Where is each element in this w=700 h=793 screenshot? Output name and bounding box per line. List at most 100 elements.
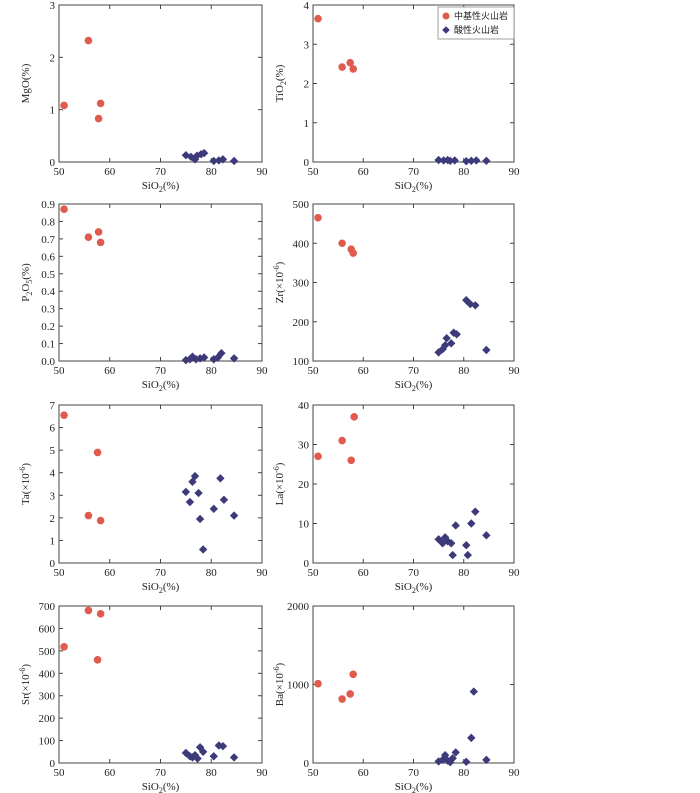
y-tick-label: 0.1 bbox=[41, 339, 55, 351]
x-tick-label: 90 bbox=[509, 567, 521, 579]
point-acidic-volcanic bbox=[448, 550, 457, 560]
y-axis-title: Ba(×10-6) bbox=[272, 662, 286, 706]
point-acidic-volcanic bbox=[472, 156, 481, 165]
point-acidic-volcanic bbox=[199, 353, 209, 362]
y-tick-label: 0.8 bbox=[41, 216, 55, 228]
point-acidic-volcanic bbox=[209, 752, 218, 761]
point-acidic-volcanic bbox=[213, 353, 223, 362]
point-acidic-volcanic bbox=[198, 545, 208, 554]
x-tick-label: 50 bbox=[308, 767, 320, 779]
point-acidic-volcanic bbox=[185, 355, 195, 364]
legend-marker-acidic bbox=[442, 26, 450, 34]
x-tick-label: 90 bbox=[257, 365, 269, 377]
x-axis-title: SiO2(%) bbox=[142, 180, 180, 194]
legend-marker-intermediate bbox=[442, 12, 450, 20]
point-acidic-volcanic bbox=[448, 754, 457, 763]
point-intermediate-volcanic bbox=[347, 456, 355, 465]
x-tick-label: 60 bbox=[358, 567, 370, 579]
y-tick-label: 100 bbox=[39, 736, 56, 748]
point-intermediate-volcanic bbox=[346, 690, 354, 698]
x-tick-label: 70 bbox=[408, 567, 420, 579]
x-tick-label: 50 bbox=[308, 166, 320, 178]
point-intermediate-volcanic bbox=[60, 205, 68, 214]
x-tick-label: 80 bbox=[458, 365, 470, 377]
x-axis-title: SiO2(%) bbox=[395, 581, 433, 595]
x-tick-label: 70 bbox=[408, 166, 420, 178]
y-tick-label: 100 bbox=[293, 356, 310, 368]
point-intermediate-volcanic bbox=[314, 14, 322, 23]
y-tick-label: 0.7 bbox=[41, 234, 55, 246]
legend-box bbox=[437, 6, 515, 40]
y-tick-label: 0 bbox=[50, 157, 56, 169]
point-acidic-volcanic bbox=[467, 156, 476, 166]
y-tick-label: 0 bbox=[304, 758, 310, 770]
point-acidic-volcanic bbox=[216, 474, 225, 483]
x-tick-label: 70 bbox=[155, 567, 167, 579]
x-tick-label: 90 bbox=[257, 567, 269, 579]
x-tick-label: 70 bbox=[408, 767, 420, 779]
y-tick-label: 0 bbox=[50, 758, 56, 770]
chart-panel-mgo: 50 60 70 80 90 0 1 2 3 SiO2(%) MgO(%) bbox=[20, 0, 268, 194]
x-tick-label: 60 bbox=[104, 567, 116, 579]
y-tick-label: 0.6 bbox=[41, 251, 55, 263]
point-intermediate-volcanic bbox=[314, 213, 322, 222]
y-tick-label: 500 bbox=[39, 646, 56, 658]
point-acidic-volcanic bbox=[451, 521, 460, 530]
point-acidic-volcanic bbox=[185, 497, 195, 507]
y-axis-title: MgO(%) bbox=[20, 63, 32, 103]
y-tick-label: 2 bbox=[50, 513, 56, 525]
point-intermediate-volcanic bbox=[94, 114, 103, 123]
x-tick-label: 80 bbox=[206, 767, 218, 779]
x-axis-title: SiO2(%) bbox=[395, 781, 433, 793]
point-acidic-volcanic bbox=[190, 471, 200, 481]
y-tick-label: 10 bbox=[298, 519, 310, 531]
y-tick-label: 0 bbox=[304, 558, 310, 570]
point-intermediate-volcanic bbox=[93, 656, 102, 664]
x-tick-label: 90 bbox=[509, 166, 521, 178]
plot-frame bbox=[312, 203, 515, 362]
point-acidic-volcanic bbox=[229, 156, 239, 166]
x-axis-title: SiO2(%) bbox=[395, 180, 433, 194]
point-acidic-volcanic bbox=[198, 747, 208, 756]
point-acidic-volcanic bbox=[229, 511, 239, 520]
point-acidic-volcanic bbox=[209, 504, 218, 514]
x-tick-label: 70 bbox=[408, 365, 420, 377]
x-tick-label: 70 bbox=[155, 767, 167, 779]
point-acidic-volcanic bbox=[434, 757, 443, 766]
x-tick-label: 50 bbox=[308, 567, 320, 579]
point-acidic-volcanic bbox=[218, 741, 228, 751]
point-acidic-volcanic bbox=[217, 348, 226, 358]
point-acidic-volcanic bbox=[482, 156, 491, 166]
point-acidic-volcanic bbox=[192, 151, 202, 160]
point-intermediate-volcanic bbox=[84, 606, 93, 615]
plot-frame bbox=[312, 605, 515, 764]
y-tick-label: 4 bbox=[50, 468, 56, 480]
point-acidic-volcanic bbox=[218, 155, 228, 164]
point-intermediate-volcanic bbox=[94, 228, 103, 236]
point-acidic-volcanic bbox=[188, 477, 197, 486]
x-tick-label: 60 bbox=[104, 767, 116, 779]
point-intermediate-volcanic bbox=[96, 99, 105, 108]
point-intermediate-volcanic bbox=[350, 413, 359, 421]
y-tick-label: 1 bbox=[304, 118, 310, 130]
x-tick-label: 90 bbox=[509, 365, 521, 377]
x-tick-label: 80 bbox=[206, 365, 218, 377]
y-tick-label: 0.9 bbox=[41, 199, 55, 211]
x-tick-label: 90 bbox=[509, 767, 521, 779]
point-acidic-volcanic bbox=[451, 748, 460, 757]
point-intermediate-volcanic bbox=[346, 58, 354, 67]
point-acidic-volcanic bbox=[482, 345, 491, 355]
y-tick-label: 3 bbox=[50, 490, 56, 502]
x-tick-label: 50 bbox=[308, 365, 320, 377]
point-acidic-volcanic bbox=[219, 495, 229, 504]
point-acidic-volcanic bbox=[482, 531, 491, 540]
point-acidic-volcanic bbox=[467, 519, 476, 528]
point-acidic-volcanic bbox=[471, 301, 480, 310]
y-tick-label: 3 bbox=[304, 39, 310, 51]
point-acidic-volcanic bbox=[229, 753, 239, 762]
y-tick-label: 40 bbox=[298, 400, 310, 412]
point-acidic-volcanic bbox=[188, 352, 197, 361]
x-axis-title: SiO2(%) bbox=[142, 379, 180, 393]
y-axis-title: P2O5(%) bbox=[20, 263, 34, 302]
y-tick-label: 2 bbox=[50, 52, 56, 64]
